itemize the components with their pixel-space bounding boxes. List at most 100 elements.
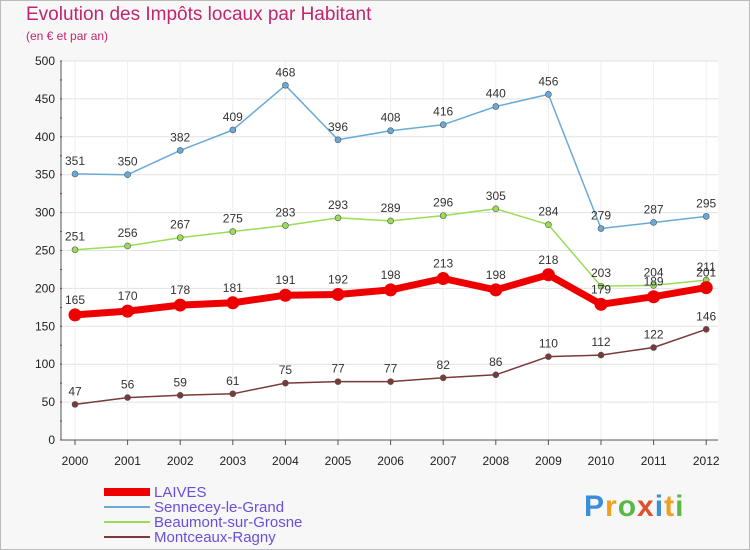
data-label-laives: 213 [433,257,453,271]
logo-letter: o [617,490,638,523]
data-point-beaumont-sur-grosne [176,234,184,241]
y-tick-label: 450 [35,92,55,106]
data-point-sennecey-le-grand [650,219,657,226]
data-point-laives [278,288,292,302]
data-label-beaumont-sur-grosne: 267 [170,218,190,232]
data-label-montceaux-ragny: 110 [539,337,558,351]
data-label-laives: 181 [223,281,243,295]
data-point-montceaux-ragny [702,326,710,333]
data-label-beaumont-sur-grosne: 289 [381,201,401,215]
data-point-sennecey-le-grand [282,81,289,89]
data-point-sennecey-le-grand [124,171,131,178]
data-label-laives: 179 [591,282,611,296]
legend-label-sennecey-le-grand: Sennecey-le-Grand [154,499,284,516]
y-tick-label: 100 [35,357,55,371]
data-label-sennecey-le-grand: 287 [644,202,664,216]
data-point-laives [594,297,608,311]
data-label-sennecey-le-grand: 408 [381,111,401,125]
data-point-laives [173,298,187,312]
data-label-montceaux-ragny: 82 [437,358,451,372]
data-point-beaumont-sur-grosne [229,228,237,235]
data-point-montceaux-ragny [597,351,605,359]
logo-letter: t [664,490,676,523]
y-tick-label: 400 [35,130,55,144]
data-label-laives: 198 [486,268,506,282]
data-label-montceaux-ragny: 61 [226,374,240,388]
x-tick-label: 2000 [62,454,89,468]
data-point-montceaux-ragny [545,353,552,360]
x-tick-label: 2006 [377,454,404,468]
data-label-montceaux-ragny: 122 [644,328,664,342]
x-tick-label: 2009 [535,454,562,468]
legend-label-beaumont-sur-grosne: Beaumont-sur-Grosne [154,514,302,531]
y-tick-label: 350 [35,168,55,182]
data-point-sennecey-le-grand [334,136,342,144]
data-label-beaumont-sur-grosne: 296 [433,196,453,210]
data-point-sennecey-le-grand [439,121,447,128]
chart-subtitle: (en € et par an) [26,29,109,43]
data-label-sennecey-le-grand: 295 [696,196,716,210]
legend-label-laives: LAIVES [154,484,207,501]
logo-letter: x [637,490,655,523]
logo-letter: i [675,490,685,523]
data-label-beaumont-sur-grosne: 275 [223,212,243,226]
data-point-beaumont-sur-grosne [545,221,552,229]
data-label-sennecey-le-grand: 396 [328,120,348,134]
data-point-laives [226,296,240,310]
data-point-montceaux-ragny [492,371,500,379]
data-point-sennecey-le-grand [597,225,605,232]
data-label-montceaux-ragny: 56 [121,378,135,392]
data-point-montceaux-ragny [71,401,79,408]
data-label-laives: 189 [644,275,664,289]
data-point-laives [384,283,398,297]
data-label-montceaux-ragny: 59 [174,375,188,389]
x-tick-label: 2007 [430,454,457,468]
data-point-sennecey-le-grand [702,213,710,220]
data-label-sennecey-le-grand: 382 [170,130,190,144]
data-label-montceaux-ragny: 146 [696,309,716,323]
y-tick-label: 500 [35,54,55,68]
data-label-beaumont-sur-grosne: 293 [328,198,348,212]
data-label-beaumont-sur-grosne: 305 [486,189,506,203]
data-point-montceaux-ragny [387,378,394,385]
data-label-montceaux-ragny: 77 [384,362,398,376]
data-point-beaumont-sur-grosne [71,246,79,254]
x-tick-label: 2005 [325,454,352,468]
data-label-laives: 165 [65,293,85,307]
data-label-beaumont-sur-grosne: 284 [538,205,558,219]
data-label-sennecey-le-grand: 351 [65,154,85,168]
data-point-sennecey-le-grand [387,127,394,135]
data-point-beaumont-sur-grosne [597,282,605,290]
y-tick-label: 150 [35,319,55,333]
data-label-montceaux-ragny: 86 [489,355,503,369]
logo-letter: i [654,490,665,523]
data-point-beaumont-sur-grosne [650,282,657,289]
x-tick-label: 2010 [588,454,615,468]
logo-letter: r [605,490,618,523]
y-tick-label: 300 [35,206,55,220]
data-point-montceaux-ragny [334,378,342,385]
data-label-laives: 192 [328,272,348,286]
data-point-montceaux-ragny [282,379,289,387]
data-label-laives: 191 [275,273,295,287]
data-label-laives: 198 [381,268,401,282]
x-tick-label: 2011 [641,454,667,468]
data-point-beaumont-sur-grosne [124,242,131,250]
data-point-laives [331,287,345,301]
logo-letter: P [584,490,606,523]
data-point-montceaux-ragny [650,344,657,351]
chart-title: Evolution des Impôts locaux par Habitant [26,4,372,25]
data-point-laives [647,290,661,304]
y-tick-label: 50 [42,395,56,409]
data-point-montceaux-ragny [439,374,447,382]
data-label-laives: 218 [538,253,558,267]
data-point-laives [699,281,713,295]
data-point-montceaux-ragny [176,391,184,399]
data-label-sennecey-le-grand: 350 [118,155,138,169]
data-point-beaumont-sur-grosne [334,214,342,222]
x-tick-label: 2002 [167,454,194,468]
data-label-beaumont-sur-grosne: 283 [275,205,295,219]
data-point-laives [489,283,503,297]
data-label-beaumont-sur-grosne: 204 [644,265,664,279]
